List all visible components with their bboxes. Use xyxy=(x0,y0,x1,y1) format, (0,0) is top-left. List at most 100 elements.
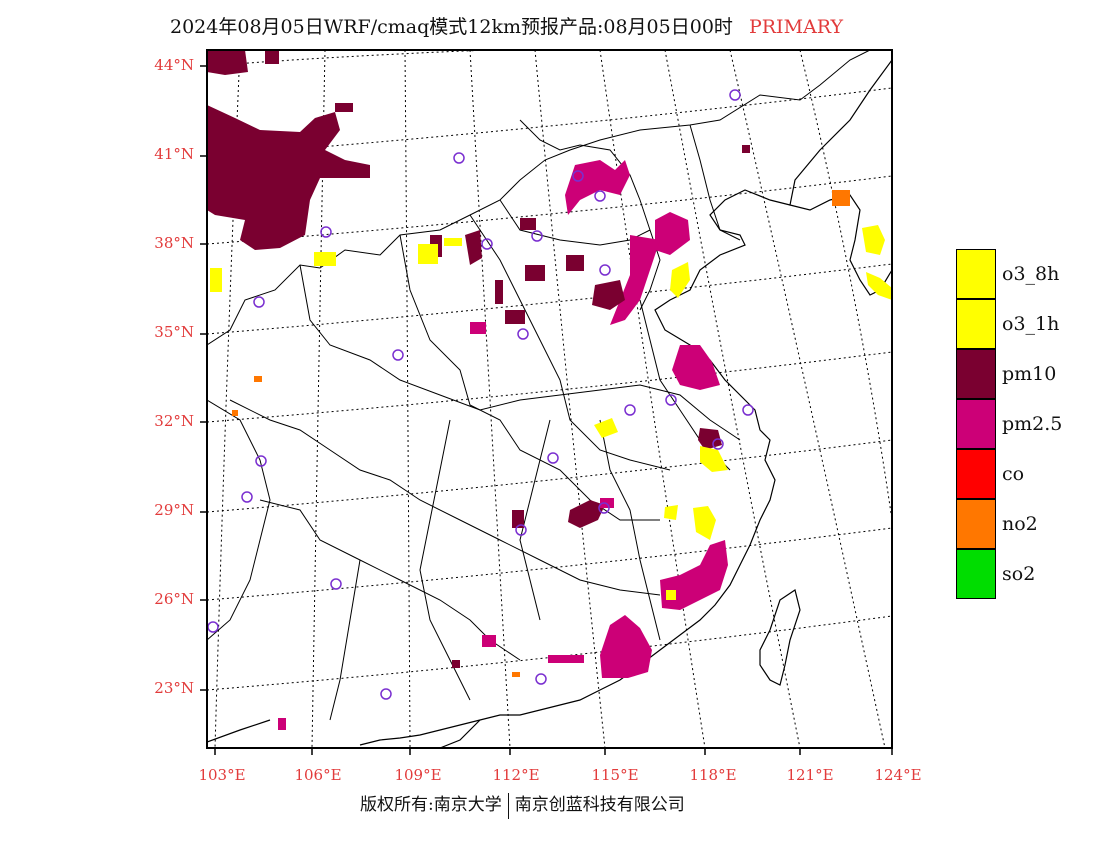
pm10-area xyxy=(592,280,625,310)
map-frame xyxy=(206,49,893,749)
station-marker xyxy=(253,296,265,308)
pm25-cell xyxy=(482,635,496,647)
station-marker xyxy=(517,328,529,340)
o3-area xyxy=(693,506,716,540)
legend-swatch xyxy=(956,449,996,499)
pm25-area xyxy=(565,160,630,215)
pm25-area xyxy=(660,540,728,610)
station-marker xyxy=(531,230,543,242)
legend-label: no2 xyxy=(1002,513,1038,535)
station-markers xyxy=(207,89,754,700)
lat-label: 38°N xyxy=(154,234,194,252)
pm10-area xyxy=(698,428,722,450)
o3-area xyxy=(862,225,885,255)
station-marker xyxy=(241,491,253,503)
pm25-area xyxy=(672,345,720,390)
no2-cell xyxy=(254,376,262,382)
station-marker xyxy=(712,438,724,450)
legend-label: co xyxy=(1002,463,1025,485)
legend-swatch xyxy=(956,399,996,449)
station-marker xyxy=(729,89,741,101)
lat-label: 26°N xyxy=(154,590,194,608)
copyright-left: 版权所有:南京大学 xyxy=(360,795,502,815)
legend-item-o3-1h: o3_1h xyxy=(956,299,1096,349)
pm10-area xyxy=(568,500,605,528)
copyright-footer: 版权所有:南京大学 南京创蓝科技有限公司 xyxy=(360,790,685,819)
station-marker xyxy=(665,394,677,406)
station-marker xyxy=(547,452,559,464)
legend-item-no2: no2 xyxy=(956,499,1096,549)
pm10-area xyxy=(207,105,370,250)
lon-label: 106°E xyxy=(294,766,342,784)
legend-label: o3_1h xyxy=(1002,313,1060,335)
station-marker xyxy=(320,226,332,238)
pm10-cell xyxy=(335,103,353,112)
lat-label: 32°N xyxy=(154,412,194,430)
station-marker xyxy=(742,404,754,416)
pm25-cell xyxy=(600,498,614,508)
legend-label: pm2.5 xyxy=(1002,413,1063,435)
station-marker xyxy=(572,170,584,182)
legend-item-pm25: pm2.5 xyxy=(956,399,1096,449)
no2-cell xyxy=(232,410,238,416)
o3-area xyxy=(700,446,728,472)
legend-label: so2 xyxy=(1002,563,1036,585)
o3-cell xyxy=(210,268,222,292)
station-marker xyxy=(594,190,606,202)
pm10-cell xyxy=(512,510,524,528)
pm10-cell xyxy=(495,280,503,304)
pm10-cell xyxy=(742,145,750,153)
lat-label: 41°N xyxy=(154,145,194,163)
pm10-area xyxy=(465,230,482,265)
o3-area xyxy=(664,505,678,520)
pollutant-cells xyxy=(207,50,892,730)
o3-area xyxy=(670,262,690,298)
legend-swatch xyxy=(956,299,996,349)
o3-cell xyxy=(666,590,676,600)
legend-label: o3_8h xyxy=(1002,263,1060,285)
no2-cell xyxy=(512,672,520,677)
pm25-area xyxy=(610,235,660,325)
legend-label: pm10 xyxy=(1002,363,1057,385)
legend-swatch xyxy=(956,249,996,299)
pm25-area xyxy=(600,615,652,678)
pm25-cell xyxy=(548,655,584,663)
station-marker xyxy=(599,264,611,276)
station-marker xyxy=(392,349,404,361)
station-marker xyxy=(330,578,342,590)
legend-item-pm10: pm10 xyxy=(956,349,1096,399)
lon-label: 103°E xyxy=(198,766,246,784)
pm10-cell xyxy=(265,50,279,64)
pm25-cell xyxy=(278,718,286,730)
station-marker xyxy=(598,502,610,514)
lon-label: 109°E xyxy=(394,766,442,784)
pm10-cell xyxy=(520,218,536,230)
o3-area xyxy=(594,418,618,438)
title-tag: PRIMARY xyxy=(748,16,844,38)
legend-item-o3-8h: o3_8h xyxy=(956,249,1096,299)
legend-swatch xyxy=(956,549,996,599)
station-marker xyxy=(453,152,465,164)
pm10-cell xyxy=(525,265,545,281)
graticule-longitude xyxy=(214,50,892,748)
o3-area xyxy=(866,272,892,300)
legend-item-co: co xyxy=(956,449,1096,499)
lat-label: 29°N xyxy=(154,501,194,519)
o3-cell xyxy=(314,252,336,266)
o3-cell xyxy=(444,238,462,246)
o3-cell xyxy=(418,244,438,264)
pm25-area xyxy=(655,212,690,255)
station-marker xyxy=(255,455,267,467)
lon-label: 118°E xyxy=(689,766,737,784)
legend-swatch xyxy=(956,349,996,399)
pm10-cell xyxy=(566,255,584,271)
lon-label: 112°E xyxy=(492,766,540,784)
station-marker xyxy=(380,688,392,700)
pm10-cell xyxy=(505,310,525,324)
legend-swatch xyxy=(956,499,996,549)
lon-label: 124°E xyxy=(874,766,922,784)
pm25-cell xyxy=(470,322,486,334)
station-marker xyxy=(624,404,636,416)
lon-label: 121°E xyxy=(786,766,834,784)
